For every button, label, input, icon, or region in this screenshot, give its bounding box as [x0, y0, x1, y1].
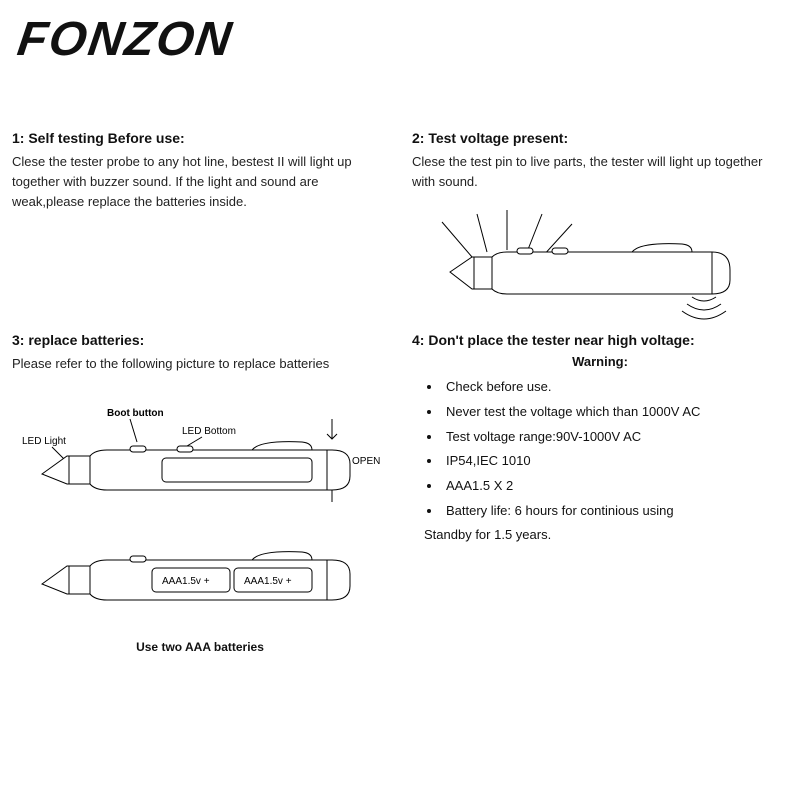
section-3-figure-2: AAA1.5v + AAA1.5v + Use two AAA batterie…	[12, 524, 388, 654]
label-led-bottom: LED Bottom	[182, 426, 236, 437]
section-3: 3: replace batteries: Please refer to th…	[0, 332, 400, 664]
label-open: OPEN	[352, 456, 380, 467]
warning-list: Check before use. Never test the voltage…	[442, 375, 788, 523]
section-2: 2: Test voltage present: Clese the test …	[400, 130, 800, 332]
battery-2-label: AAA1.5v +	[244, 576, 292, 587]
section-3-figure-1: LED Light Boot button LED Bottom OPEN	[12, 384, 388, 514]
section-4-title: 4: Don't place the tester near high volt…	[412, 332, 788, 348]
warning-trailer: Standby for 1.5 years.	[424, 523, 788, 548]
section-1: 1: Self testing Before use: Clese the te…	[0, 130, 400, 332]
section-4: 4: Don't place the tester near high volt…	[400, 332, 800, 664]
section-1-title: 1: Self testing Before use:	[12, 130, 388, 146]
section-3-body: Please refer to the following picture to…	[12, 354, 388, 374]
warning-item: Battery life: 6 hours for continious usi…	[442, 499, 788, 524]
instruction-grid: 1: Self testing Before use: Clese the te…	[0, 130, 800, 664]
warning-item: Never test the voltage which than 1000V …	[442, 400, 788, 425]
section-1-body: Clese the tester probe to any hot line, …	[12, 152, 388, 212]
section-2-figure	[412, 202, 788, 322]
section-4-subtitle: Warning:	[412, 354, 788, 369]
section-3-caption: Use two AAA batteries	[12, 640, 388, 654]
warning-item: Test voltage range:90V-1000V AC	[442, 425, 788, 450]
warning-item: Check before use.	[442, 375, 788, 400]
battery-1-label: AAA1.5v +	[162, 576, 210, 587]
section-3-title: 3: replace batteries:	[12, 332, 388, 348]
label-led-light: LED Light	[22, 436, 66, 447]
section-2-body: Clese the test pin to live parts, the te…	[412, 152, 788, 192]
warning-item: IP54,IEC 1010	[442, 449, 788, 474]
label-boot-button: Boot button	[107, 408, 164, 419]
section-2-title: 2: Test voltage present:	[412, 130, 788, 146]
warning-item: AAA1.5 X 2	[442, 474, 788, 499]
brand-logo: FONZON	[14, 12, 236, 67]
